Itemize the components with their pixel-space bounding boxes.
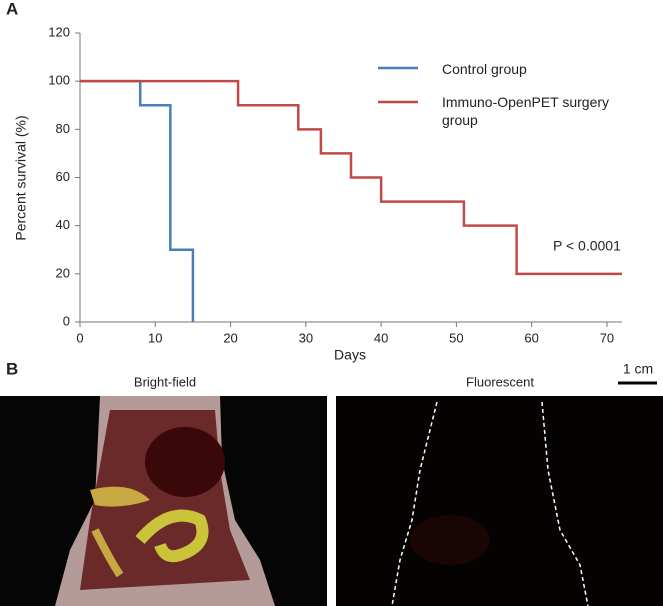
bright-field-image <box>0 396 327 606</box>
x-tick-label: 10 <box>148 330 162 345</box>
x-tick-label: 50 <box>449 330 463 345</box>
y-tick-label: 100 <box>48 73 70 88</box>
image-label: Fluorescent <box>466 374 534 389</box>
y-tick-label: 0 <box>63 313 70 328</box>
fluorescent-image <box>336 396 663 606</box>
image-label: Bright-field <box>134 374 196 389</box>
x-tick-label: 30 <box>299 330 313 345</box>
y-tick-label: 120 <box>48 24 70 39</box>
x-axis-label: Days <box>334 347 366 363</box>
annotation: P < 0.0001 <box>553 238 621 254</box>
y-tick-label: 80 <box>56 121 70 136</box>
y-axis-label: Percent survival (%) <box>13 115 29 240</box>
panel-label: A <box>6 0 18 18</box>
y-tick-label: 60 <box>56 169 70 184</box>
x-tick-label: 40 <box>374 330 388 345</box>
x-tick-label: 0 <box>76 330 83 345</box>
y-tick-label: 40 <box>56 217 70 232</box>
x-tick-label: 70 <box>600 330 614 345</box>
panel-label: B <box>6 359 18 378</box>
legend-label: Control group <box>442 61 527 77</box>
survival-line <box>80 79 195 322</box>
scale-bar-label: 1 cm <box>623 361 653 377</box>
x-tick-label: 60 <box>524 330 538 345</box>
legend-label: Immuno-OpenPET surgery group <box>442 94 610 128</box>
x-tick-label: 20 <box>223 330 237 345</box>
survival-line <box>80 79 622 276</box>
y-tick-label: 20 <box>56 265 70 280</box>
